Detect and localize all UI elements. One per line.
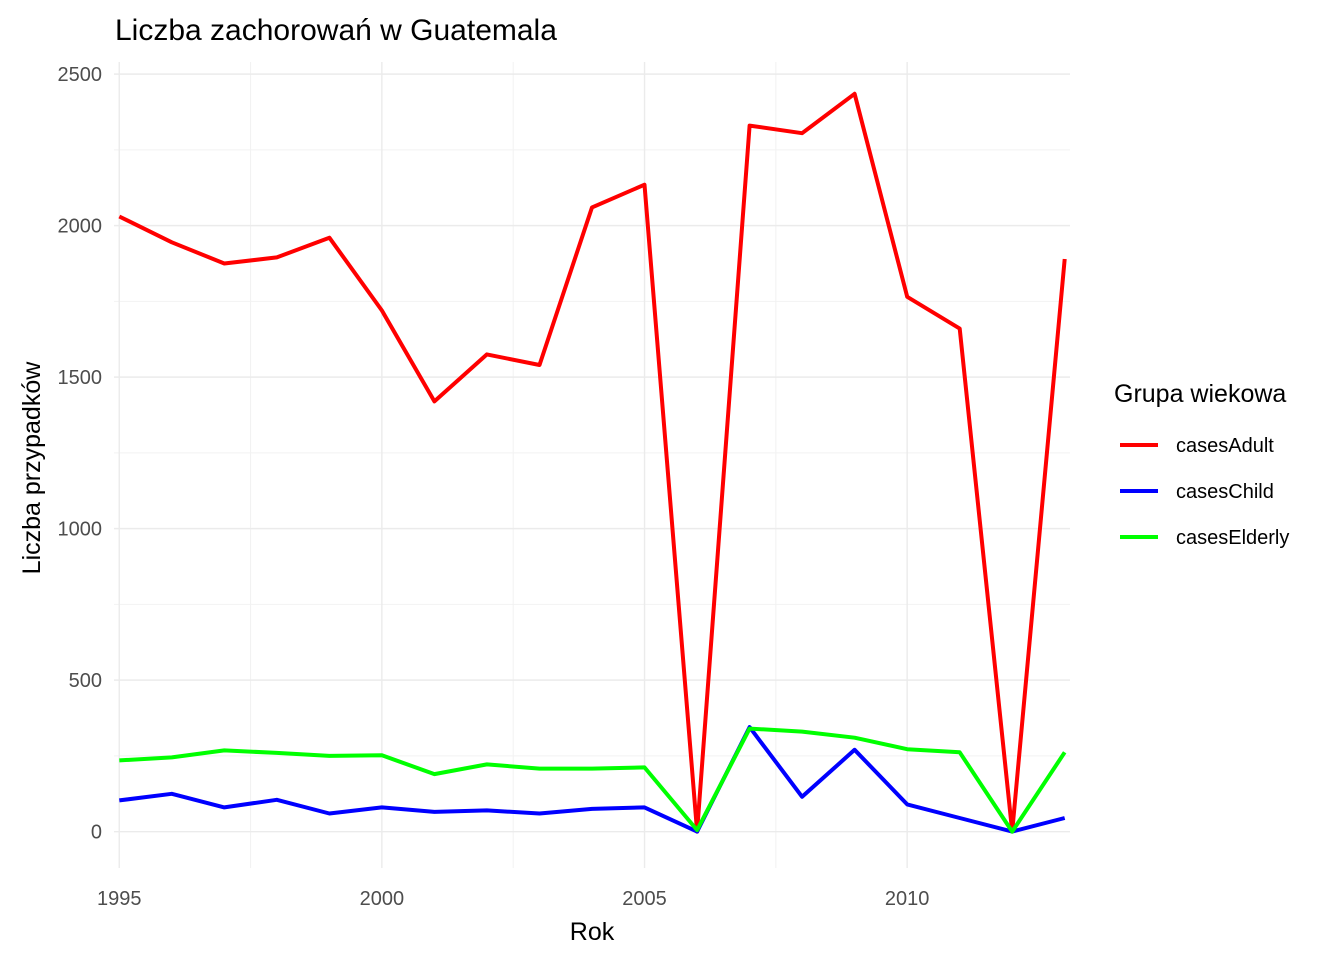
y-tick-label: 2000 xyxy=(58,216,103,238)
y-axis-title: Liczba przypadków xyxy=(18,361,46,575)
x-tick-label: 2005 xyxy=(622,888,667,910)
y-tick-label: 1000 xyxy=(58,519,103,541)
legend: Grupa wiekowa casesAdult casesChild casesE… xyxy=(1114,380,1289,549)
legend-label-casesElderly: casesElderly xyxy=(1176,527,1289,549)
x-tick-label: 2000 xyxy=(360,888,405,910)
y-tick-label: 1500 xyxy=(58,367,103,389)
axis-ticks: 1995 2000 2005 2010 0 500 1000 1500 2000 2500 xyxy=(58,64,930,910)
y-tick-label: 2500 xyxy=(58,64,103,86)
x-tick-label: 1995 xyxy=(97,888,142,910)
legend-title: Grupa wiekowa xyxy=(1114,380,1286,408)
series-lines xyxy=(118,91,1067,834)
legend-label-casesAdult: casesAdult xyxy=(1176,435,1274,457)
legend-label-casesChild: casesChild xyxy=(1176,481,1274,503)
series-line-casesAdult xyxy=(118,91,1067,834)
x-tick-label: 2010 xyxy=(885,888,930,910)
y-tick-label: 0 xyxy=(91,822,102,844)
grid xyxy=(114,62,1070,868)
series-line-casesElderly xyxy=(119,726,1067,834)
chart-title: Liczba zachorowań w Guatemala xyxy=(115,14,557,47)
x-axis-title: Rok xyxy=(570,918,615,946)
y-tick-label: 500 xyxy=(69,670,102,692)
series-line-casesChild xyxy=(119,725,1066,834)
